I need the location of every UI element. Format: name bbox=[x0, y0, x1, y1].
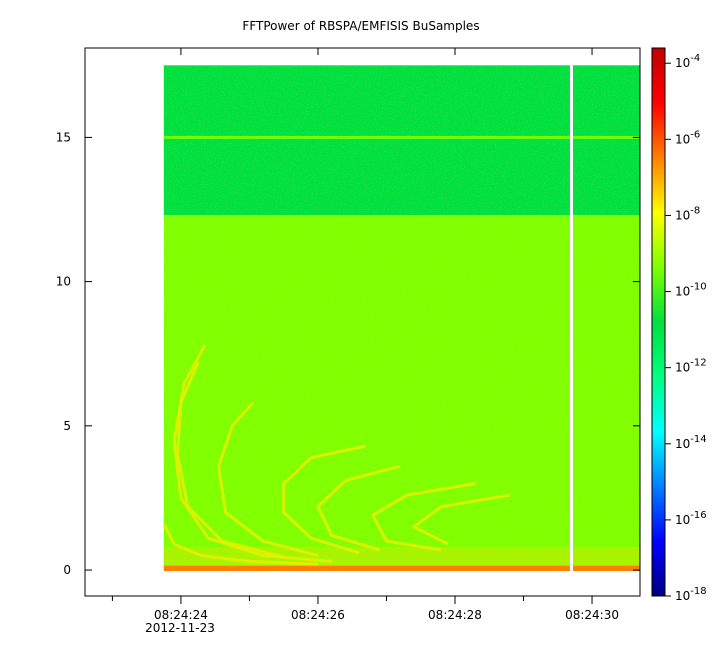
data-gap bbox=[569, 65, 573, 573]
y-tick-label: 10 bbox=[56, 275, 71, 289]
plot-area bbox=[162, 65, 640, 573]
colorbar-gradient bbox=[651, 47, 666, 597]
chorus-arc bbox=[217, 401, 319, 558]
chorus-arc bbox=[176, 361, 285, 559]
chart-title: FFTPower of RBSPA/EMFISIS BuSamples bbox=[242, 19, 479, 33]
colorbar-tick-label: 10-8 bbox=[675, 205, 700, 222]
x-tick-label: 08:24:28 bbox=[428, 608, 482, 622]
colorbar-tick-label: 10-12 bbox=[675, 358, 707, 375]
y-axis: 0 5 10 15 bbox=[56, 130, 640, 577]
colorbar-tick-label: 10-10 bbox=[675, 282, 707, 299]
colorbar-tick-label: 10-14 bbox=[675, 434, 707, 451]
noise-texture bbox=[163, 65, 640, 571]
x-tick-label: 08:24:30 bbox=[565, 608, 619, 622]
colorbar: 10-18 10-16 10-14 10-12 10-10 10-8 10-6 10-4 bbox=[651, 47, 707, 603]
y-tick-label: 0 bbox=[63, 563, 71, 577]
chorus-arc bbox=[371, 482, 476, 552]
chorus-arc bbox=[412, 493, 511, 546]
spectrogram-image bbox=[162, 65, 640, 573]
low-band bbox=[163, 565, 640, 572]
chorus-arc bbox=[162, 523, 319, 566]
colorbar-ticks: 10-18 10-16 10-14 10-12 10-10 10-8 10-6 10-4 bbox=[665, 53, 707, 603]
y-tick-label: 5 bbox=[63, 419, 71, 433]
x-tick-label: 08:24:24 bbox=[154, 608, 208, 622]
chorus-arc bbox=[172, 344, 332, 563]
chorus-arcs bbox=[162, 344, 511, 566]
plot-frame bbox=[84, 47, 641, 597]
colorbar-tick-label: 10-4 bbox=[675, 53, 700, 70]
x-axis: 08:24:24 08:24:26 08:24:28 08:24:30 bbox=[111, 48, 619, 622]
colorbar-tick-label: 10-16 bbox=[675, 510, 707, 527]
line-15 bbox=[163, 135, 640, 139]
y-tick-label: 15 bbox=[56, 130, 71, 144]
colorbar-tick-label: 10-6 bbox=[675, 129, 700, 146]
date-label: 2012-11-23 bbox=[145, 621, 215, 635]
chorus-arc bbox=[316, 464, 401, 552]
chorus-arc bbox=[282, 444, 367, 555]
low-band-glow bbox=[163, 546, 640, 566]
colorbar-tick-label: 10-18 bbox=[675, 586, 707, 603]
x-tick-label: 08:24:26 bbox=[291, 608, 345, 622]
